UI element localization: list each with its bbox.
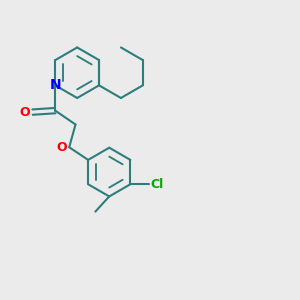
Text: O: O [56,141,67,154]
Text: O: O [20,106,30,118]
Text: Cl: Cl [150,178,163,191]
Text: N: N [50,78,61,92]
